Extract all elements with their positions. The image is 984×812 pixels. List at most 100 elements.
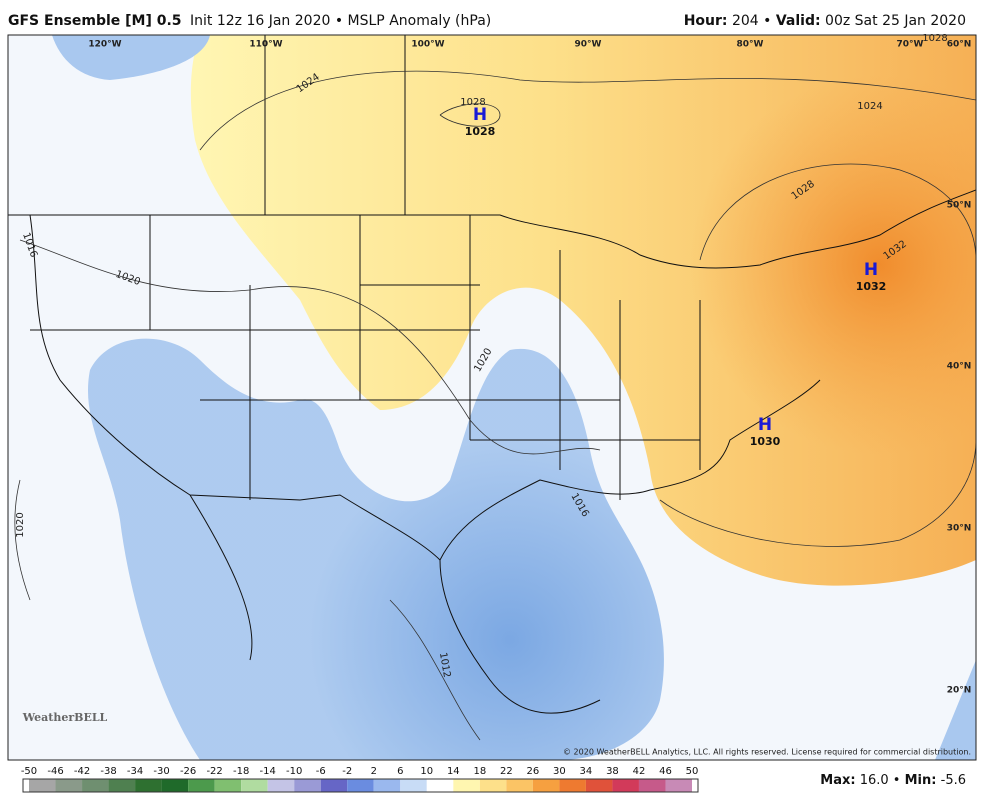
colorbar-frame	[22, 778, 699, 793]
colorbar-swatch	[400, 779, 427, 792]
min-label: Min:	[905, 773, 937, 788]
min: -5.6	[941, 773, 966, 788]
borders	[8, 35, 976, 714]
colorbar-swatch	[161, 779, 189, 792]
colorbar-tick-label: -50	[21, 766, 37, 777]
longitude-label: 70°W	[897, 40, 924, 50]
hour: 204 •	[732, 13, 771, 29]
latitude-label: 20°N	[947, 686, 972, 696]
colorbar-tick-label: 26	[527, 766, 540, 777]
colorbar-tick-label: -46	[47, 766, 63, 777]
subtitle: Init 12z 16 Jan 2020 • MSLP Anomaly (hPa…	[190, 13, 491, 29]
high-symbol: H	[473, 105, 487, 125]
colorbar-swatch	[55, 779, 83, 792]
high-value: 1028	[465, 125, 496, 138]
contour-label: 1024	[857, 101, 882, 112]
longitude-label: 90°W	[575, 40, 602, 50]
colorbar-tick-label: -6	[316, 766, 326, 777]
colorbar-tick-label: -14	[260, 766, 276, 777]
contour-label: 1012	[437, 652, 452, 679]
colorbar-tick-label: 34	[580, 766, 593, 777]
negative-anomaly	[87, 338, 664, 760]
colorbar-tick-label: -30	[153, 766, 169, 777]
colorbar: -50 -46 -42 -38 -34 -30 -26 -22 -18 -14 -10 -6 -2 2 6 1…	[21, 766, 699, 793]
copyright: © 2020 WeatherBELL Analytics, LLC. All r…	[563, 748, 971, 757]
colorbar-swatch	[612, 779, 639, 792]
colorbar-swatch	[267, 779, 295, 792]
logo: WeatherBELL	[22, 711, 108, 724]
footer: Max: 16.0 • Min: -5.6	[820, 773, 966, 788]
latitude-label: 60°N	[947, 40, 972, 50]
colorbar-swatch	[294, 779, 321, 792]
colorbar-swatch	[426, 779, 454, 792]
colorbar-tick-label: 22	[500, 766, 513, 777]
colorbar-swatch	[585, 779, 613, 792]
header-left: GFS Ensemble [M] 0.5 Init 12z 16 Jan 202…	[8, 13, 491, 29]
max-label: Max:	[820, 773, 855, 788]
colorbar-tick-label: 38	[606, 766, 619, 777]
colorbar-tick-label: 10	[420, 766, 433, 777]
colorbar-swatch	[108, 779, 136, 792]
contour-label: 1020	[15, 512, 26, 537]
longitude-label: 110°W	[249, 40, 282, 50]
colorbar-swatch	[373, 779, 401, 792]
model: GFS Ensemble [M] 0.5	[8, 13, 182, 29]
colorbar-tick-label: 50	[686, 766, 699, 777]
colorbar-swatch	[665, 779, 692, 792]
longitude-label: 120°W	[88, 40, 121, 50]
colorbar-swatch	[135, 779, 162, 792]
map-labels: WeatherBELL © 2020 WeatherBELL Analytics…	[15, 33, 971, 757]
colorbar-tick-label: 14	[447, 766, 460, 777]
colorbar-tick-label: -10	[286, 766, 302, 777]
negative-anomaly	[52, 35, 210, 80]
colorbar-tick-label: 18	[473, 766, 486, 777]
latitude-label: 30°N	[947, 524, 972, 534]
longitude-label: 80°W	[737, 40, 764, 50]
colorbar-swatch	[532, 779, 560, 792]
colorbar-swatch	[347, 779, 374, 792]
colorbar-swatch	[188, 779, 215, 792]
colorbar-swatch	[29, 779, 56, 792]
high-value: 1032	[856, 280, 887, 293]
colorbar-swatch	[214, 779, 242, 792]
colorbar-swatch	[559, 779, 586, 792]
colorbar-swatch	[320, 779, 348, 792]
colorbar-tick-label: -34	[127, 766, 143, 777]
colorbar-tick-label: 42	[633, 766, 646, 777]
colorbar-tick-label: -38	[100, 766, 116, 777]
max: 16.0 •	[860, 773, 901, 788]
colorbar-swatch	[479, 779, 507, 792]
valid: 00z Sat 25 Jan 2020	[825, 13, 966, 29]
hour-label: Hour:	[684, 13, 728, 29]
colorbar-swatch	[241, 779, 268, 792]
isobars	[14, 70, 976, 741]
contour-label: 1028	[460, 97, 485, 108]
colorbar-tick-label: 30	[553, 766, 566, 777]
strong-positive-anomaly	[626, 35, 976, 462]
colorbar-swatch	[82, 779, 109, 792]
colorbar-swatch	[453, 779, 480, 792]
colorbar-tick-label: 46	[659, 766, 672, 777]
colorbar-tick-label: -42	[74, 766, 90, 777]
negative-anomaly	[935, 660, 976, 760]
map	[8, 35, 976, 760]
high-value: 1030	[750, 435, 781, 448]
colorbar-tick-label: -26	[180, 766, 196, 777]
valid-label: Valid:	[776, 13, 821, 29]
colorbar-tick-label: 2	[371, 766, 377, 777]
map-frame	[7, 34, 977, 761]
colorbar-tick-label: -18	[233, 766, 249, 777]
high-symbol: H	[864, 260, 878, 280]
high-symbol: H	[758, 415, 772, 435]
colorbar-swatch	[638, 779, 666, 792]
colorbar-tick-label: -2	[342, 766, 352, 777]
longitude-label: 100°W	[411, 40, 444, 50]
contour-label: 1028	[922, 33, 947, 44]
header-right: Hour: 204 • Valid: 00z Sat 25 Jan 2020	[684, 13, 966, 29]
latitude-label: 50°N	[947, 201, 972, 211]
latitude-label: 40°N	[947, 362, 972, 372]
colorbar-swatch	[506, 779, 533, 792]
colorbar-tick-label: 6	[397, 766, 403, 777]
colorbar-tick-label: -22	[206, 766, 222, 777]
